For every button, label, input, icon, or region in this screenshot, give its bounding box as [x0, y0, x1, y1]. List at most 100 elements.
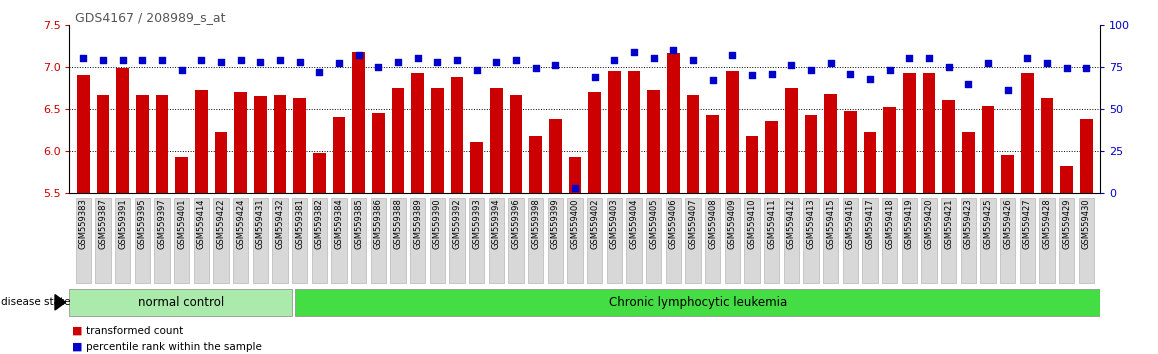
Point: [1077, 65, 1095, 71]
Text: disease state: disease state: [1, 297, 71, 307]
Bar: [490, 88, 503, 193]
Text: GSM559423: GSM559423: [963, 198, 973, 249]
Text: GSM559411: GSM559411: [767, 198, 776, 249]
Point: [782, 62, 800, 68]
Bar: [1080, 119, 1093, 193]
FancyBboxPatch shape: [528, 198, 543, 283]
Point: [291, 59, 309, 64]
FancyBboxPatch shape: [843, 198, 858, 283]
Point: [212, 59, 230, 64]
FancyBboxPatch shape: [233, 198, 248, 283]
FancyBboxPatch shape: [252, 198, 267, 283]
FancyBboxPatch shape: [115, 198, 130, 283]
Bar: [175, 157, 188, 193]
FancyBboxPatch shape: [213, 198, 228, 283]
Point: [271, 57, 290, 63]
Bar: [234, 92, 247, 193]
Bar: [864, 132, 877, 193]
Bar: [844, 112, 857, 193]
FancyBboxPatch shape: [430, 198, 445, 283]
Point: [330, 61, 349, 66]
Text: GSM559422: GSM559422: [217, 198, 226, 249]
Text: GSM559383: GSM559383: [79, 198, 88, 249]
Text: GSM559401: GSM559401: [177, 198, 186, 249]
Text: GSM559415: GSM559415: [826, 198, 835, 249]
Point: [507, 57, 526, 63]
Bar: [824, 94, 837, 193]
Bar: [214, 132, 227, 193]
Point: [428, 59, 447, 64]
Bar: [273, 95, 286, 193]
FancyBboxPatch shape: [725, 198, 740, 283]
Point: [566, 185, 585, 191]
Point: [251, 59, 270, 64]
Text: GSM559398: GSM559398: [532, 198, 540, 249]
FancyBboxPatch shape: [587, 198, 602, 283]
Text: GSM559425: GSM559425: [983, 198, 992, 249]
Text: GSM559431: GSM559431: [256, 198, 265, 249]
Point: [939, 64, 958, 70]
Text: GSM559404: GSM559404: [630, 198, 638, 249]
FancyBboxPatch shape: [981, 198, 996, 283]
Bar: [352, 52, 365, 193]
Point: [919, 56, 938, 61]
FancyBboxPatch shape: [626, 198, 642, 283]
FancyBboxPatch shape: [607, 198, 622, 283]
Text: GSM559420: GSM559420: [924, 198, 933, 249]
Text: GSM559426: GSM559426: [1003, 198, 1012, 249]
Text: GSM559399: GSM559399: [551, 198, 559, 249]
FancyBboxPatch shape: [548, 198, 563, 283]
Bar: [155, 95, 168, 193]
Text: GSM559388: GSM559388: [394, 198, 403, 249]
Bar: [608, 71, 621, 193]
Point: [644, 56, 662, 61]
Point: [624, 49, 643, 55]
Bar: [332, 117, 345, 193]
FancyBboxPatch shape: [312, 198, 327, 283]
FancyBboxPatch shape: [469, 198, 484, 283]
Point: [369, 64, 388, 70]
Bar: [962, 132, 975, 193]
FancyBboxPatch shape: [371, 198, 386, 283]
Text: GSM559391: GSM559391: [118, 198, 127, 249]
Point: [880, 67, 899, 73]
Point: [310, 69, 329, 75]
Bar: [884, 107, 896, 193]
FancyBboxPatch shape: [961, 198, 976, 283]
Point: [1018, 56, 1036, 61]
Text: GSM559405: GSM559405: [650, 198, 658, 249]
Point: [448, 57, 467, 63]
Point: [821, 61, 840, 66]
FancyBboxPatch shape: [745, 198, 760, 283]
FancyBboxPatch shape: [449, 198, 464, 283]
FancyBboxPatch shape: [705, 198, 720, 283]
Point: [762, 71, 780, 76]
Text: GSM559416: GSM559416: [845, 198, 855, 249]
Text: GSM559419: GSM559419: [904, 198, 914, 249]
Bar: [116, 68, 129, 193]
Point: [547, 62, 565, 68]
Bar: [411, 73, 424, 193]
Point: [683, 57, 702, 63]
Point: [173, 67, 191, 73]
Bar: [588, 92, 601, 193]
Point: [192, 57, 211, 63]
FancyBboxPatch shape: [390, 198, 405, 283]
Text: GSM559412: GSM559412: [786, 198, 796, 249]
Bar: [254, 96, 266, 193]
Bar: [903, 73, 916, 193]
Bar: [76, 75, 89, 193]
Bar: [667, 52, 680, 193]
Polygon shape: [56, 295, 65, 310]
Bar: [195, 90, 207, 193]
Bar: [647, 90, 660, 193]
Text: transformed count: transformed count: [86, 326, 183, 336]
FancyBboxPatch shape: [351, 198, 366, 283]
FancyBboxPatch shape: [292, 198, 307, 283]
Bar: [687, 95, 699, 193]
FancyBboxPatch shape: [95, 198, 110, 283]
FancyBboxPatch shape: [134, 198, 149, 283]
Text: GSM559417: GSM559417: [865, 198, 874, 249]
Point: [527, 65, 545, 71]
Point: [1038, 61, 1056, 66]
